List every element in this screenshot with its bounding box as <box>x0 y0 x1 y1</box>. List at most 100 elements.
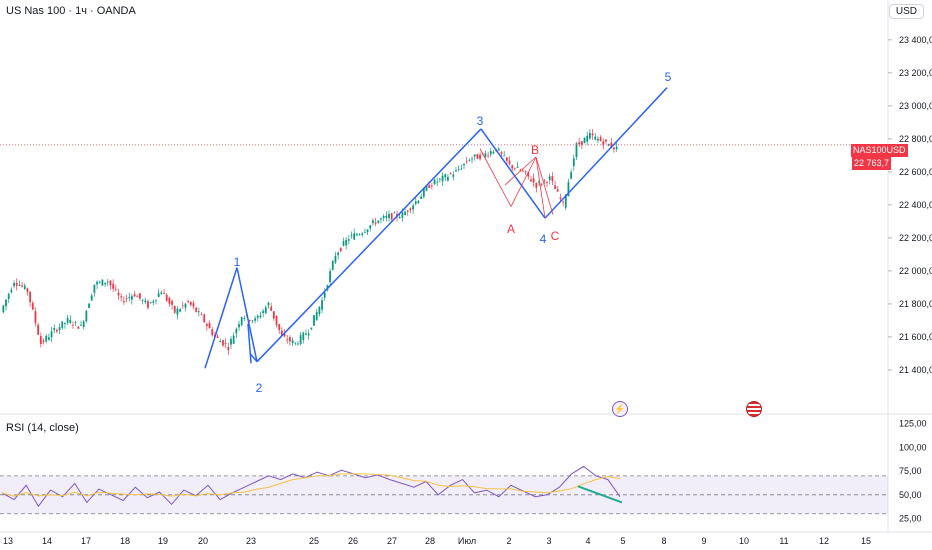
candle-body <box>224 343 227 345</box>
wave-label-4: 4 <box>540 232 547 246</box>
candle-body <box>26 288 29 292</box>
candle-body <box>339 248 342 252</box>
candle-body <box>179 309 182 312</box>
x-tick-label: 8 <box>661 536 666 546</box>
candle-body <box>527 172 530 177</box>
candle-body <box>141 299 144 301</box>
candle-body <box>192 303 195 307</box>
candle-body <box>473 154 476 157</box>
candle-body <box>80 324 82 326</box>
candle-body <box>262 310 265 314</box>
candle-body <box>47 337 50 340</box>
candle-body <box>197 311 200 313</box>
x-tick-label: 17 <box>81 536 91 546</box>
rsi-tick-label: 25,00 <box>899 514 922 524</box>
candle-body <box>93 284 96 293</box>
candle-body <box>117 292 120 296</box>
candle-body <box>305 333 307 335</box>
candle-body <box>428 185 431 188</box>
candle-body <box>315 312 318 321</box>
candle-body <box>615 146 618 149</box>
candle-body <box>139 293 141 299</box>
us-flag-icon[interactable] <box>746 401 762 417</box>
candle-body <box>66 317 69 323</box>
candle-body <box>114 289 117 290</box>
candle-body <box>104 282 107 285</box>
candle-body <box>278 324 281 330</box>
candle-body <box>195 307 198 312</box>
candle-body <box>385 215 388 218</box>
candle-body <box>422 188 425 197</box>
candle-body <box>147 301 149 308</box>
candle-body <box>302 332 305 340</box>
candle-body <box>160 292 163 295</box>
candle-body <box>420 196 423 199</box>
y-tick-label: 23 200,0 <box>899 68 932 78</box>
candle-body <box>355 234 358 236</box>
currency-selector[interactable]: USD <box>888 4 924 19</box>
candle-body <box>310 327 313 330</box>
candle-body <box>597 138 599 141</box>
candle-body <box>586 135 589 142</box>
candle-body <box>61 321 64 328</box>
candle-body <box>264 307 267 314</box>
candle-body <box>230 338 232 345</box>
wave-line <box>236 267 258 362</box>
candle-body <box>98 281 101 283</box>
candle-body <box>155 299 157 301</box>
candle-body <box>21 285 23 287</box>
candle-body <box>248 320 251 322</box>
candle-body <box>398 217 401 219</box>
candle-body <box>232 335 235 344</box>
candle-body <box>176 308 179 315</box>
candle-body <box>101 279 104 286</box>
candle-body <box>256 315 259 318</box>
lightning-icon[interactable]: ⚡ <box>612 401 628 417</box>
corrective-line <box>479 148 512 207</box>
candle-body <box>476 154 479 159</box>
candle-body <box>364 231 366 233</box>
candle-body <box>562 201 564 203</box>
candle-body <box>286 339 289 341</box>
candle-body <box>219 340 222 343</box>
candle-body <box>519 169 522 171</box>
candle-body <box>406 210 409 212</box>
candle-body <box>112 283 115 289</box>
candle-body <box>393 212 396 214</box>
candle-body <box>251 320 254 322</box>
corrective-line <box>535 156 554 215</box>
candle-body <box>291 340 294 344</box>
candle-body <box>575 143 578 158</box>
candle-body <box>243 318 246 319</box>
candle-body <box>602 141 605 146</box>
x-tick-label: 15 <box>861 536 871 546</box>
x-tick-label: 19 <box>158 536 168 546</box>
candle-body <box>168 297 171 304</box>
x-tick-label: 10 <box>739 536 749 546</box>
corrective-line <box>535 156 546 219</box>
rsi-tick-label: 75,00 <box>899 466 922 476</box>
candle-body <box>567 182 570 197</box>
candle-body <box>272 311 275 319</box>
candle-body <box>465 161 468 162</box>
candle-body <box>546 182 548 183</box>
candle-body <box>189 301 192 305</box>
corrective-line <box>504 156 537 186</box>
candle-body <box>449 173 452 175</box>
x-tick-label: 18 <box>120 536 130 546</box>
y-tick-label: 22 400,0 <box>899 200 932 210</box>
candle-body <box>299 335 302 345</box>
candle-body <box>109 280 112 286</box>
candle-body <box>361 233 364 235</box>
x-tick-label: Июл <box>458 536 476 546</box>
candle-body <box>513 168 516 170</box>
candle-body <box>58 327 61 331</box>
candle-body <box>580 141 583 145</box>
candle-body <box>227 347 230 351</box>
candle-body <box>505 157 508 161</box>
candle-body <box>133 294 136 297</box>
candle-body <box>10 289 13 293</box>
candle-body <box>457 169 460 170</box>
